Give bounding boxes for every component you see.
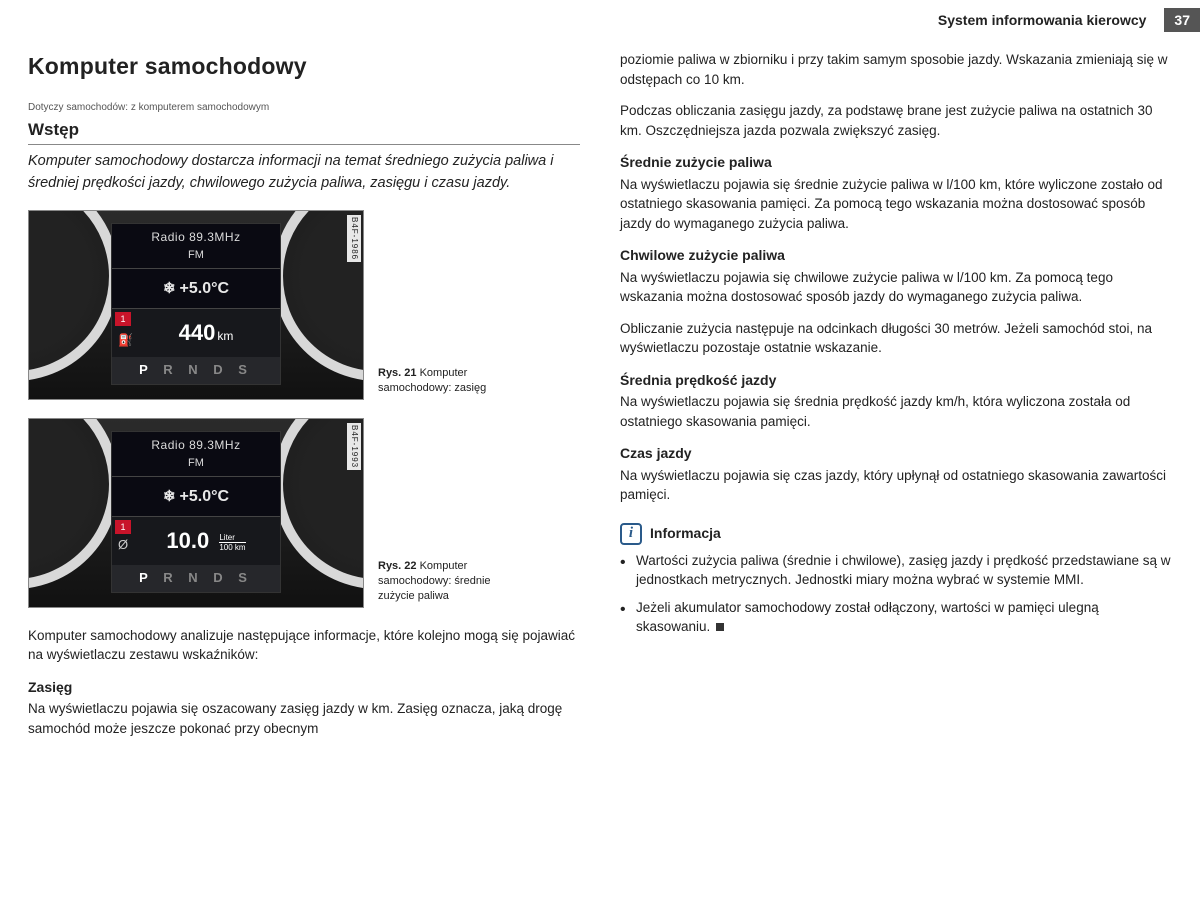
figure-21-caption: Rys. 21 Komputer samochodowy: zasięg	[378, 366, 528, 396]
memory-tab: 1	[115, 312, 131, 326]
information-label: Informacja	[650, 523, 721, 543]
figure-22-caption: Rys. 22 Komputer samochodowy: średnie zu…	[378, 559, 528, 604]
figure-22-row: Radio 89.3MHz FM ❄+5.0°C 1 Ø 10.0 Liter1…	[28, 418, 580, 608]
avg-consumption-heading: Średnie zużycie paliwa	[620, 152, 1172, 172]
range-unit: km	[217, 329, 233, 343]
drive-time-text: Na wyświetlaczu pojawia się czas jazdy, …	[620, 466, 1172, 505]
dis-display: Radio 89.3MHz FM ❄+5.0°C 1 Ø 10.0 Liter1…	[111, 431, 281, 593]
figure-21-row: Radio 89.3MHz FM ❄+5.0°C 1 ⛽ 440km P R N…	[28, 210, 580, 400]
right-column: poziomie paliwa w zbiorniku i przy takim…	[620, 50, 1172, 750]
consumption-data-row: 1 Ø 10.0 Liter100 km	[112, 517, 280, 565]
instant-consumption-p2: Obliczanie zużycia następuje na odcinkac…	[620, 319, 1172, 358]
range-value-row: 440km	[138, 317, 274, 349]
section-title: Komputer samochodowy	[28, 50, 580, 83]
unit-bottom: 100 km	[219, 543, 245, 552]
instant-consumption-p1: Na wyświetlaczu pojawia się chwilowe zuż…	[620, 268, 1172, 307]
gear-indicator: P R N D S	[112, 357, 280, 384]
page-content: Komputer samochodowy Dotyczy samochodów:…	[0, 0, 1200, 770]
memory-tab: 1	[115, 520, 131, 534]
average-icon: Ø	[118, 536, 128, 555]
figure-code: B4F-1993	[347, 423, 361, 470]
range-heading: Zasięg	[28, 677, 580, 697]
range-value: 440	[179, 320, 216, 345]
fuel-pump-icon: ⛽	[118, 332, 133, 349]
end-square-icon	[716, 623, 724, 631]
radio-band: FM	[112, 248, 280, 269]
avg-speed-heading: Średnia prędkość jazdy	[620, 370, 1172, 390]
temperature-value: +5.0°C	[180, 488, 230, 505]
page-number: 37	[1164, 8, 1200, 32]
range-paragraph-2: Podczas obliczania zasięgu jazdy, za pod…	[620, 101, 1172, 140]
page-header: System informowania kierowcy 37	[938, 8, 1200, 32]
after-figures-text: Komputer samochodowy analizuje następują…	[28, 626, 580, 665]
gear-active: P	[139, 362, 153, 377]
figure-21-image: Radio 89.3MHz FM ❄+5.0°C 1 ⛽ 440km P R N…	[28, 210, 364, 400]
instant-consumption-heading: Chwilowe zużycie paliwa	[620, 245, 1172, 265]
figure-code: B4F-1986	[347, 215, 361, 262]
info-bullet-1: Wartości zużycia paliwa (średnie i chwil…	[620, 551, 1172, 590]
gear-indicator: P R N D S	[112, 565, 280, 592]
range-continuation: poziomie paliwa w zbiorniku i przy takim…	[620, 50, 1172, 89]
caption-prefix: Rys. 22	[378, 560, 417, 572]
dis-display: Radio 89.3MHz FM ❄+5.0°C 1 ⛽ 440km P R N…	[111, 223, 281, 385]
applies-to-note: Dotyczy samochodów: z komputerem samocho…	[28, 101, 580, 116]
consumption-value: 10.0	[166, 528, 209, 553]
gear-rest: R N D S	[163, 362, 253, 377]
avg-speed-text: Na wyświetlaczu pojawia się średnia pręd…	[620, 392, 1172, 431]
radio-line: Radio 89.3MHz	[112, 432, 280, 456]
information-list: Wartości zużycia paliwa (średnie i chwil…	[620, 551, 1172, 637]
left-column: Komputer samochodowy Dotyczy samochodów:…	[28, 50, 580, 750]
snowflake-icon: ❄	[163, 278, 176, 300]
radio-line: Radio 89.3MHz	[112, 224, 280, 248]
info-bullet-2: Jeżeli akumulator samochodowy został odł…	[620, 598, 1172, 637]
info-bullet-2-text: Jeżeli akumulator samochodowy został odł…	[636, 600, 1099, 635]
drive-time-heading: Czas jazdy	[620, 443, 1172, 463]
avg-consumption-text: Na wyświetlaczu pojawia się średnie zuży…	[620, 175, 1172, 234]
intro-heading: Wstęp	[28, 118, 580, 146]
radio-band: FM	[112, 456, 280, 477]
gauge-dial-left	[28, 210, 119, 381]
intro-text: Komputer samochodowy dostarcza informacj…	[28, 151, 580, 193]
caption-prefix: Rys. 21	[378, 367, 417, 379]
range-text: Na wyświetlaczu pojawia się oszacowany z…	[28, 699, 580, 738]
temperature-row: ❄+5.0°C	[112, 269, 280, 309]
liter-per-100km-unit: Liter100 km	[219, 533, 245, 552]
unit-top: Liter	[219, 533, 235, 542]
temperature-value: +5.0°C	[180, 280, 230, 297]
gauge-dial-left	[28, 418, 119, 589]
chapter-title: System informowania kierowcy	[938, 12, 1165, 28]
snowflake-icon: ❄	[163, 486, 176, 508]
information-header: i Informacja	[620, 523, 1172, 545]
temperature-row: ❄+5.0°C	[112, 477, 280, 517]
info-icon: i	[620, 523, 642, 545]
gear-active: P	[139, 570, 153, 585]
gear-rest: R N D S	[163, 570, 253, 585]
range-data-row: 1 ⛽ 440km	[112, 309, 280, 357]
consumption-value-row: 10.0 Liter100 km	[138, 525, 274, 557]
figure-22-image: Radio 89.3MHz FM ❄+5.0°C 1 Ø 10.0 Liter1…	[28, 418, 364, 608]
